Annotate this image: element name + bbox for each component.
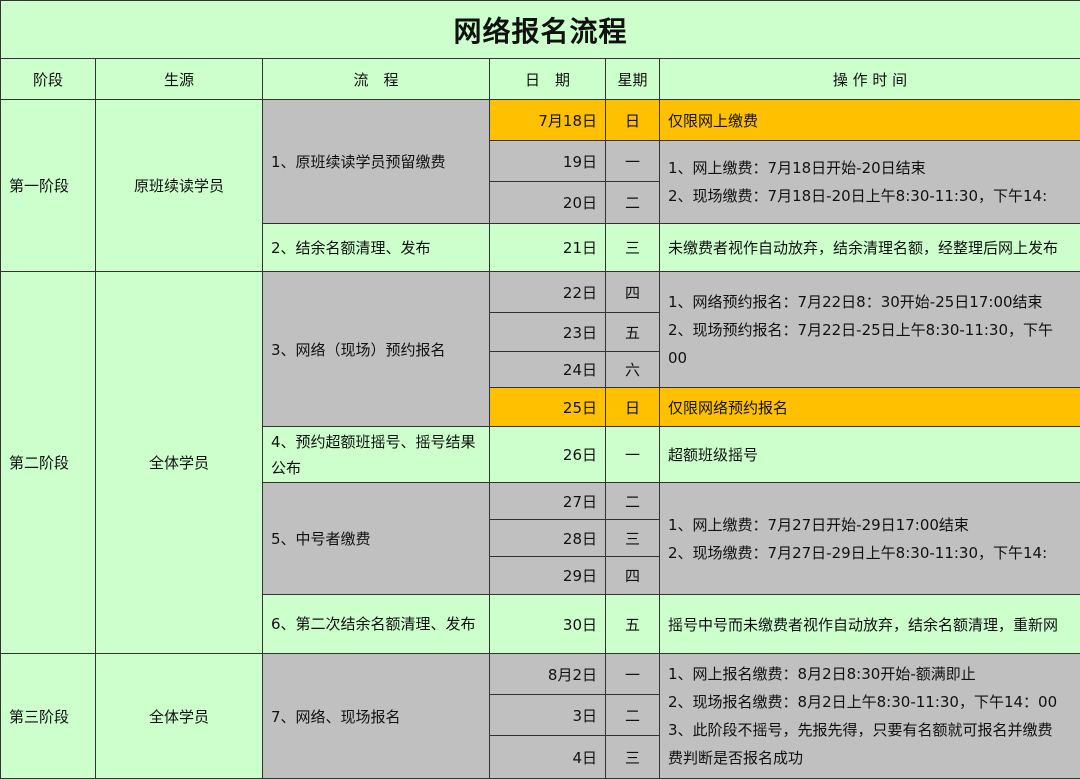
page-title: 网络报名流程 xyxy=(0,0,1080,59)
date-cell: 8月2日 xyxy=(489,653,606,695)
stage-cell: 第一阶段 xyxy=(0,99,96,272)
operation-cell: 1、网上缴费：7月27日开始-29日17:00结束 2、现场缴费：7月27日-29… xyxy=(658,482,1080,595)
header-stage: 阶段 xyxy=(0,58,96,100)
operation-cell: 仅限网络预约报名 xyxy=(658,387,1080,427)
header-operation-time: 操 作 时 间 xyxy=(658,58,1080,100)
step-cell: 5、中号者缴费 xyxy=(262,482,490,595)
header-weekday: 星期 xyxy=(605,58,660,100)
operation-cell: 1、网络预约报名：7月22日8：30开始-25日17:00结束 2、现场预约报名：… xyxy=(658,271,1080,388)
date-cell: 19日 xyxy=(489,140,606,182)
step-cell: 1、原班续读学员预留缴费 xyxy=(262,99,490,224)
date-cell: 3日 xyxy=(489,694,606,736)
weekday-cell: 五 xyxy=(605,594,660,654)
operation-cell: 未缴费者视作自动放弃，结余清理名额，经整理后网上发布 xyxy=(658,223,1080,272)
operation-line: 00 xyxy=(668,348,688,367)
operation-cell: 仅限网上缴费 xyxy=(658,99,1080,141)
date-cell: 29日 xyxy=(489,556,606,595)
operation-line: 2、现场缴费：7月27日-29日上午8:30-11:30，下午14: xyxy=(668,543,1048,562)
weekday-cell: 二 xyxy=(605,694,660,736)
header-date: 日 期 xyxy=(489,58,606,100)
operation-line: 3、此阶段不摇号，先报先得，只要有名额就可报名并缴费 xyxy=(668,721,1053,739)
date-cell: 4日 xyxy=(489,735,606,779)
weekday-cell: 一 xyxy=(605,426,660,483)
date-cell: 24日 xyxy=(489,351,606,388)
date-cell: 20日 xyxy=(489,181,606,224)
operation-line: 费判断是否报名成功 xyxy=(668,749,804,767)
weekday-cell: 三 xyxy=(605,519,660,557)
weekday-cell: 四 xyxy=(605,556,660,595)
date-cell: 30日 xyxy=(489,594,606,654)
step-cell: 6、第二次结余名额清理、发布 xyxy=(262,594,490,654)
step-cell: 4、预约超额班摇号、摇号结果公布 xyxy=(262,426,490,483)
weekday-cell: 三 xyxy=(605,735,660,779)
header-source: 生源 xyxy=(95,58,263,100)
weekday-cell: 一 xyxy=(605,653,660,695)
operation-line: 1、网络预约报名：7月22日8：30开始-25日17:00结束 xyxy=(668,292,1043,311)
source-cell: 全体学员 xyxy=(95,271,263,654)
source-cell: 全体学员 xyxy=(95,653,263,779)
operation-cell: 超额班级摇号 xyxy=(658,426,1080,483)
date-cell: 25日 xyxy=(489,387,606,427)
weekday-cell: 日 xyxy=(605,99,660,141)
operation-line: 1、网上缴费：7月27日开始-29日17:00结束 xyxy=(668,515,969,534)
weekday-cell: 五 xyxy=(605,312,660,352)
date-cell: 27日 xyxy=(489,482,606,520)
operation-line: 2、现场缴费：7月18日-20日上午8:30-11:30，下午14: xyxy=(668,187,1048,205)
weekday-cell: 二 xyxy=(605,181,660,224)
date-cell: 28日 xyxy=(489,519,606,557)
operation-cell: 1、网上报名缴费：8月2日8:30开始-额满即止 2、现场报名缴费：8月2日上午8… xyxy=(658,653,1080,779)
operation-cell: 摇号中号而未缴费者视作自动放弃，结余名额清理，重新网 xyxy=(658,594,1080,654)
weekday-cell: 三 xyxy=(605,223,660,272)
date-cell: 7月18日 xyxy=(489,99,606,141)
weekday-cell: 日 xyxy=(605,387,660,427)
date-cell: 26日 xyxy=(489,426,606,483)
date-cell: 21日 xyxy=(489,223,606,272)
weekday-cell: 二 xyxy=(605,482,660,520)
operation-line: 2、现场预约报名：7月22日-25日上午8:30-11:30，下午 xyxy=(668,320,1053,339)
stage-cell: 第二阶段 xyxy=(0,271,96,654)
weekday-cell: 一 xyxy=(605,140,660,182)
stage-cell: 第三阶段 xyxy=(0,653,96,779)
step-cell: 3、网络（现场）预约报名 xyxy=(262,271,490,427)
header-process: 流 程 xyxy=(262,58,490,100)
date-cell: 22日 xyxy=(489,271,606,313)
operation-cell: 1、网上缴费：7月18日开始-20日结束 2、现场缴费：7月18日-20日上午8:… xyxy=(658,140,1080,224)
operation-line: 1、网上报名缴费：8月2日8:30开始-额满即止 xyxy=(668,665,976,683)
date-cell: 23日 xyxy=(489,312,606,352)
weekday-cell: 六 xyxy=(605,351,660,388)
step-cell: 7、网络、现场报名 xyxy=(262,653,490,779)
weekday-cell: 四 xyxy=(605,271,660,313)
step-cell: 2、结余名额清理、发布 xyxy=(262,223,490,272)
operation-line: 1、网上缴费：7月18日开始-20日结束 xyxy=(668,159,926,177)
source-cell: 原班续读学员 xyxy=(95,99,263,272)
operation-line: 2、现场报名缴费：8月2日上午8:30-11:30，下午14：00 xyxy=(668,693,1058,711)
